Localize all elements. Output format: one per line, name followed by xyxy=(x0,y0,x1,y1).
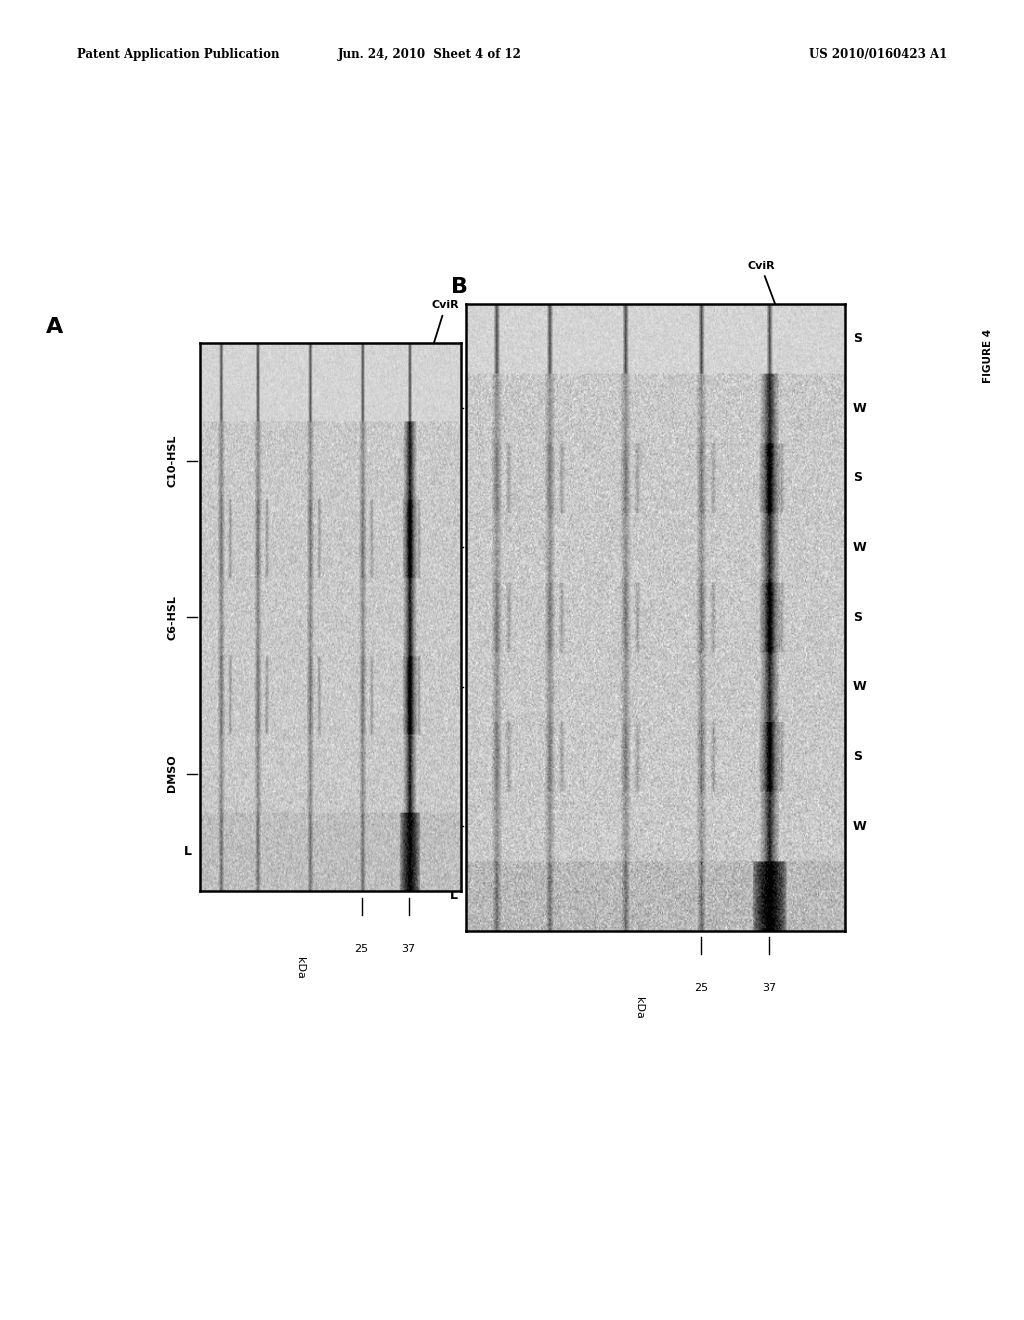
Text: kDa: kDa xyxy=(635,997,644,1019)
Text: S: S xyxy=(469,532,478,545)
Text: C6-HSL: C6-HSL xyxy=(167,595,177,639)
Text: DMSO: DMSO xyxy=(167,755,177,792)
Text: 4606-4237: 4606-4237 xyxy=(433,653,443,721)
Text: L: L xyxy=(450,890,458,903)
Text: CL: CL xyxy=(433,400,443,416)
Text: CviR: CviR xyxy=(748,260,786,334)
Text: S: S xyxy=(853,750,862,763)
Text: S: S xyxy=(469,689,478,702)
Text: W: W xyxy=(853,541,866,554)
Text: 25: 25 xyxy=(694,983,708,994)
Text: 37: 37 xyxy=(401,944,416,954)
Text: B: B xyxy=(451,277,468,297)
Text: W: W xyxy=(853,680,866,693)
Text: US 2010/0160423 A1: US 2010/0160423 A1 xyxy=(809,48,947,61)
Text: kDa: kDa xyxy=(295,957,305,979)
Text: L: L xyxy=(183,845,191,858)
Text: 37: 37 xyxy=(762,983,776,994)
Text: W: W xyxy=(853,820,866,833)
Text: S: S xyxy=(469,376,478,389)
Text: Patent Application Publication: Patent Application Publication xyxy=(77,48,280,61)
Text: C10-HSL: C10-HSL xyxy=(167,434,177,487)
Text: S: S xyxy=(853,331,862,345)
Text: W: W xyxy=(469,611,482,623)
Text: FIGURE 4: FIGURE 4 xyxy=(983,329,993,384)
Text: W: W xyxy=(469,767,482,780)
Text: A: A xyxy=(46,317,63,337)
Text: W: W xyxy=(853,401,866,414)
Text: 25: 25 xyxy=(354,944,369,954)
Text: DMSO: DMSO xyxy=(433,808,443,845)
Text: W: W xyxy=(469,454,482,467)
Text: CTL: CTL xyxy=(433,536,443,558)
Text: S: S xyxy=(853,611,862,623)
Text: S: S xyxy=(853,471,862,484)
Text: CviR: CviR xyxy=(422,300,460,378)
Text: Jun. 24, 2010  Sheet 4 of 12: Jun. 24, 2010 Sheet 4 of 12 xyxy=(338,48,522,61)
